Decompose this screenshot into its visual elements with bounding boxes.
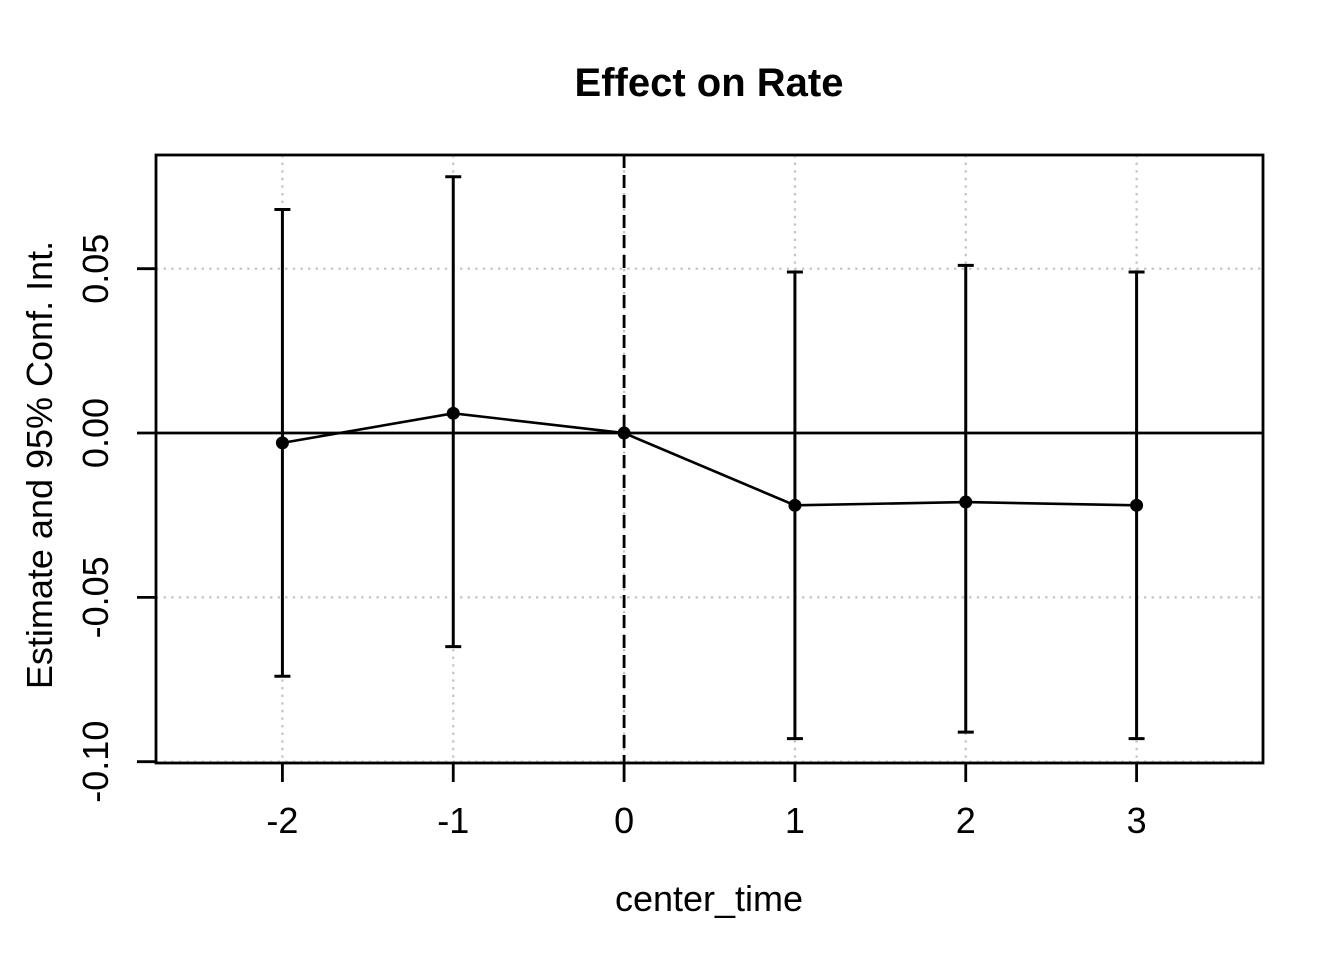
- x-tick-label: -1: [437, 800, 469, 841]
- y-tick-label: -0.10: [75, 721, 116, 803]
- x-tick-label: -2: [266, 800, 298, 841]
- plot-border: [154, 153, 1265, 765]
- x-axis-label: center_time: [615, 878, 803, 919]
- data-point: [446, 406, 460, 420]
- y-axis-label: Estimate and 95% Conf. Int.: [19, 241, 60, 689]
- plot-area: -2 -1 0 1 2 3 0.05 0.00 -0.05 -0.10: [75, 153, 1265, 841]
- y-tick-label: -0.05: [75, 556, 116, 638]
- data-point: [959, 495, 973, 509]
- data-point: [788, 498, 802, 512]
- data-point: [1130, 498, 1144, 512]
- chart-title: Effect on Rate: [575, 61, 844, 105]
- x-tick-label: 2: [956, 800, 976, 841]
- estimate-line: [282, 412, 1137, 507]
- data-point: [617, 426, 631, 440]
- x-tick-label: 3: [1127, 800, 1147, 841]
- data-point: [275, 436, 289, 450]
- x-tick-label: 0: [614, 800, 634, 841]
- y-tick-label: 0.05: [75, 234, 116, 304]
- x-tick-label: 1: [785, 800, 805, 841]
- y-tick-label: 0.00: [75, 398, 116, 468]
